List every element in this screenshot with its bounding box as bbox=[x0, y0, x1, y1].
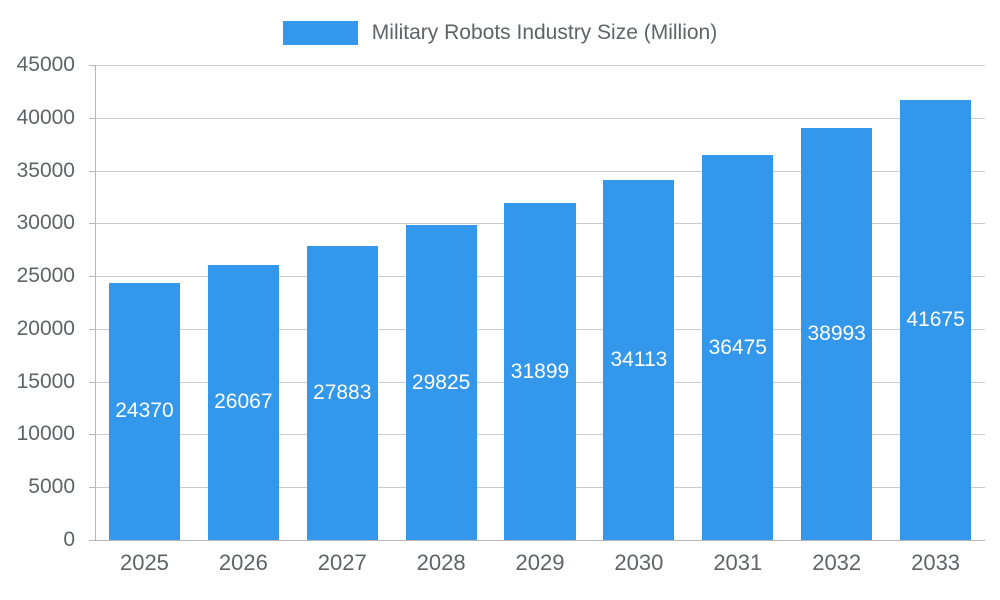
bar-band: 38993 bbox=[787, 65, 886, 540]
x-axis-label: 2026 bbox=[218, 550, 268, 575]
bar-value-label: 38993 bbox=[807, 322, 866, 346]
y-axis-label: 0 bbox=[63, 528, 75, 551]
gridline bbox=[95, 117, 985, 119]
y-axis-line bbox=[95, 65, 96, 541]
bar-2030: 34113 bbox=[603, 179, 675, 540]
bar-value-label: 31899 bbox=[510, 359, 570, 383]
bar-band: 34113 bbox=[589, 65, 688, 540]
bar-value-label: 27883 bbox=[313, 380, 372, 404]
y-tick-mark bbox=[89, 434, 95, 436]
bar-value-label: 26067 bbox=[214, 390, 273, 414]
x-axis-label: 2031 bbox=[713, 550, 763, 575]
y-tick-mark bbox=[89, 328, 95, 330]
bar-value-label: 24370 bbox=[115, 399, 174, 423]
bar-2025: 24370 bbox=[108, 282, 181, 540]
bar-2032: 38993 bbox=[801, 128, 873, 540]
legend-label: Military Robots Industry Size (Million) bbox=[371, 21, 718, 44]
plot-area: 24370 26067 27883 29825 31899 34113 36475 38993… bbox=[95, 65, 985, 541]
y-tick-mark bbox=[89, 381, 95, 383]
y-axis-label: 45000 bbox=[16, 53, 75, 76]
y-tick-mark bbox=[89, 170, 95, 172]
y-tick-mark bbox=[89, 276, 95, 278]
x-axis-label: 2028 bbox=[416, 550, 466, 575]
y-tick-mark bbox=[89, 487, 95, 489]
y-tick-mark bbox=[89, 540, 95, 541]
y-axis-label: 15000 bbox=[16, 369, 75, 393]
x-axis-label: 2033 bbox=[911, 550, 961, 575]
bar-band: 41675 bbox=[886, 65, 985, 540]
y-axis-label: 35000 bbox=[16, 158, 75, 182]
y-tick-mark bbox=[89, 223, 95, 225]
bar-band: 31899 bbox=[491, 65, 590, 540]
bar-band: 24370 bbox=[95, 65, 194, 540]
x-axis-labels: 2025 2026 2027 2028 2029 2030 2031 2032 2033 bbox=[95, 550, 985, 582]
x-axis-label: 2029 bbox=[515, 550, 565, 575]
x-axis-label: 2027 bbox=[317, 550, 367, 575]
legend-swatch bbox=[282, 21, 358, 45]
bar-2026: 26067 bbox=[207, 264, 279, 540]
y-axis-label: 5000 bbox=[28, 475, 75, 499]
bar-value-label: 29825 bbox=[411, 370, 471, 394]
y-tick-mark bbox=[89, 65, 95, 66]
y-axis-label: 10000 bbox=[16, 422, 75, 446]
y-axis-ticks bbox=[89, 65, 95, 541]
y-tick-mark bbox=[89, 117, 95, 119]
bar-band: 26067 bbox=[194, 65, 293, 540]
bar-2031: 36475 bbox=[702, 155, 774, 540]
gridline bbox=[95, 170, 985, 172]
y-axis-label: 30000 bbox=[16, 211, 75, 235]
bar-value-label: 36475 bbox=[708, 335, 767, 359]
x-axis-label: 2032 bbox=[812, 550, 862, 575]
gridline bbox=[95, 65, 985, 66]
bar-2028: 29825 bbox=[405, 225, 477, 540]
bar-value-label: 41675 bbox=[906, 308, 965, 332]
bar-band: 29825 bbox=[392, 65, 491, 540]
y-axis-label: 20000 bbox=[16, 316, 75, 340]
bar-value-label: 34113 bbox=[610, 347, 668, 371]
bar-2027: 27883 bbox=[306, 245, 378, 540]
bar-2029: 31899 bbox=[504, 203, 576, 540]
x-axis-label: 2030 bbox=[614, 550, 664, 575]
x-axis-label: 2025 bbox=[119, 550, 169, 575]
legend[interactable]: Military Robots Industry Size (Million) bbox=[0, 20, 1000, 46]
bars: 24370 26067 27883 29825 31899 34113 36475 38993… bbox=[95, 65, 985, 540]
y-axis-label: 40000 bbox=[16, 105, 75, 129]
bar-band: 36475 bbox=[688, 65, 787, 540]
y-axis-label: 25000 bbox=[16, 264, 75, 288]
y-axis-labels: 0 5000 10000 15000 20000 25000 30000 35000 40000… bbox=[0, 53, 85, 551]
bar-band: 27883 bbox=[293, 65, 392, 540]
x-axis-line bbox=[95, 540, 985, 541]
bar-2033: 41675 bbox=[899, 100, 972, 540]
